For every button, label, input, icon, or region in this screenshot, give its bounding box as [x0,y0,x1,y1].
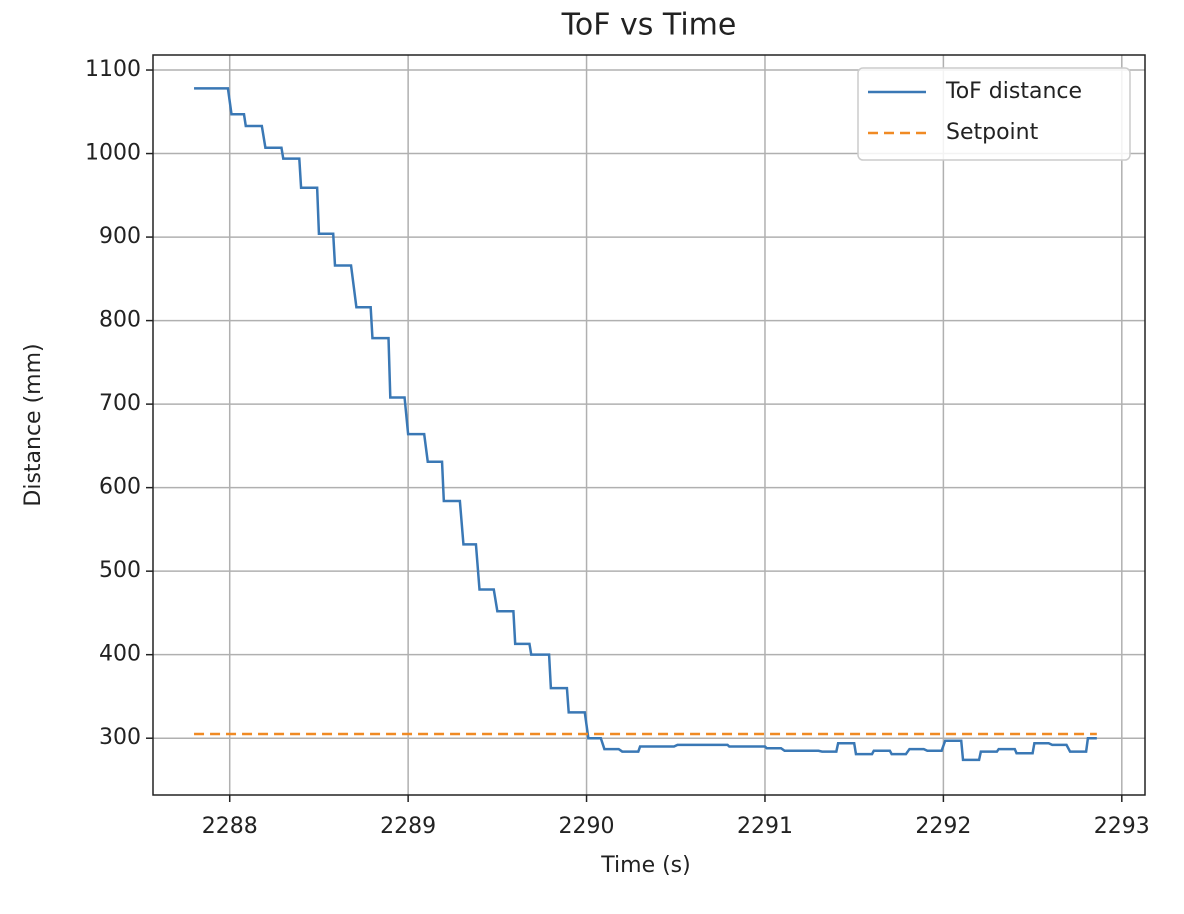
y-tick-label: 400 [99,642,141,667]
x-tick-label: 2290 [559,814,615,839]
y-tick-label: 500 [99,558,141,583]
legend-label: ToF distance [945,79,1082,104]
y-tick-label: 700 [99,391,141,416]
y-tick-label: 300 [99,725,141,750]
x-axis-label: Time (s) [600,853,690,878]
x-tick-label: 2292 [915,814,971,839]
x-tick-label: 2289 [380,814,436,839]
data-line [194,87,1097,762]
legend-label: Setpoint [946,120,1039,145]
plot-frame [152,54,1146,796]
y-axis-label: Distance (mm) [21,343,46,506]
y-tick-label: 900 [99,224,141,249]
x-tick-label: 2291 [737,814,793,839]
x-tick-label: 2288 [202,814,258,839]
chart-title: ToF vs Time [561,8,737,43]
y-tick-label: 800 [99,308,141,333]
y-tick-label: 1000 [85,141,141,166]
x-tick-label: 2293 [1094,814,1150,839]
y-tick-label: 600 [99,475,141,500]
y-tick-label: 1100 [85,57,141,82]
